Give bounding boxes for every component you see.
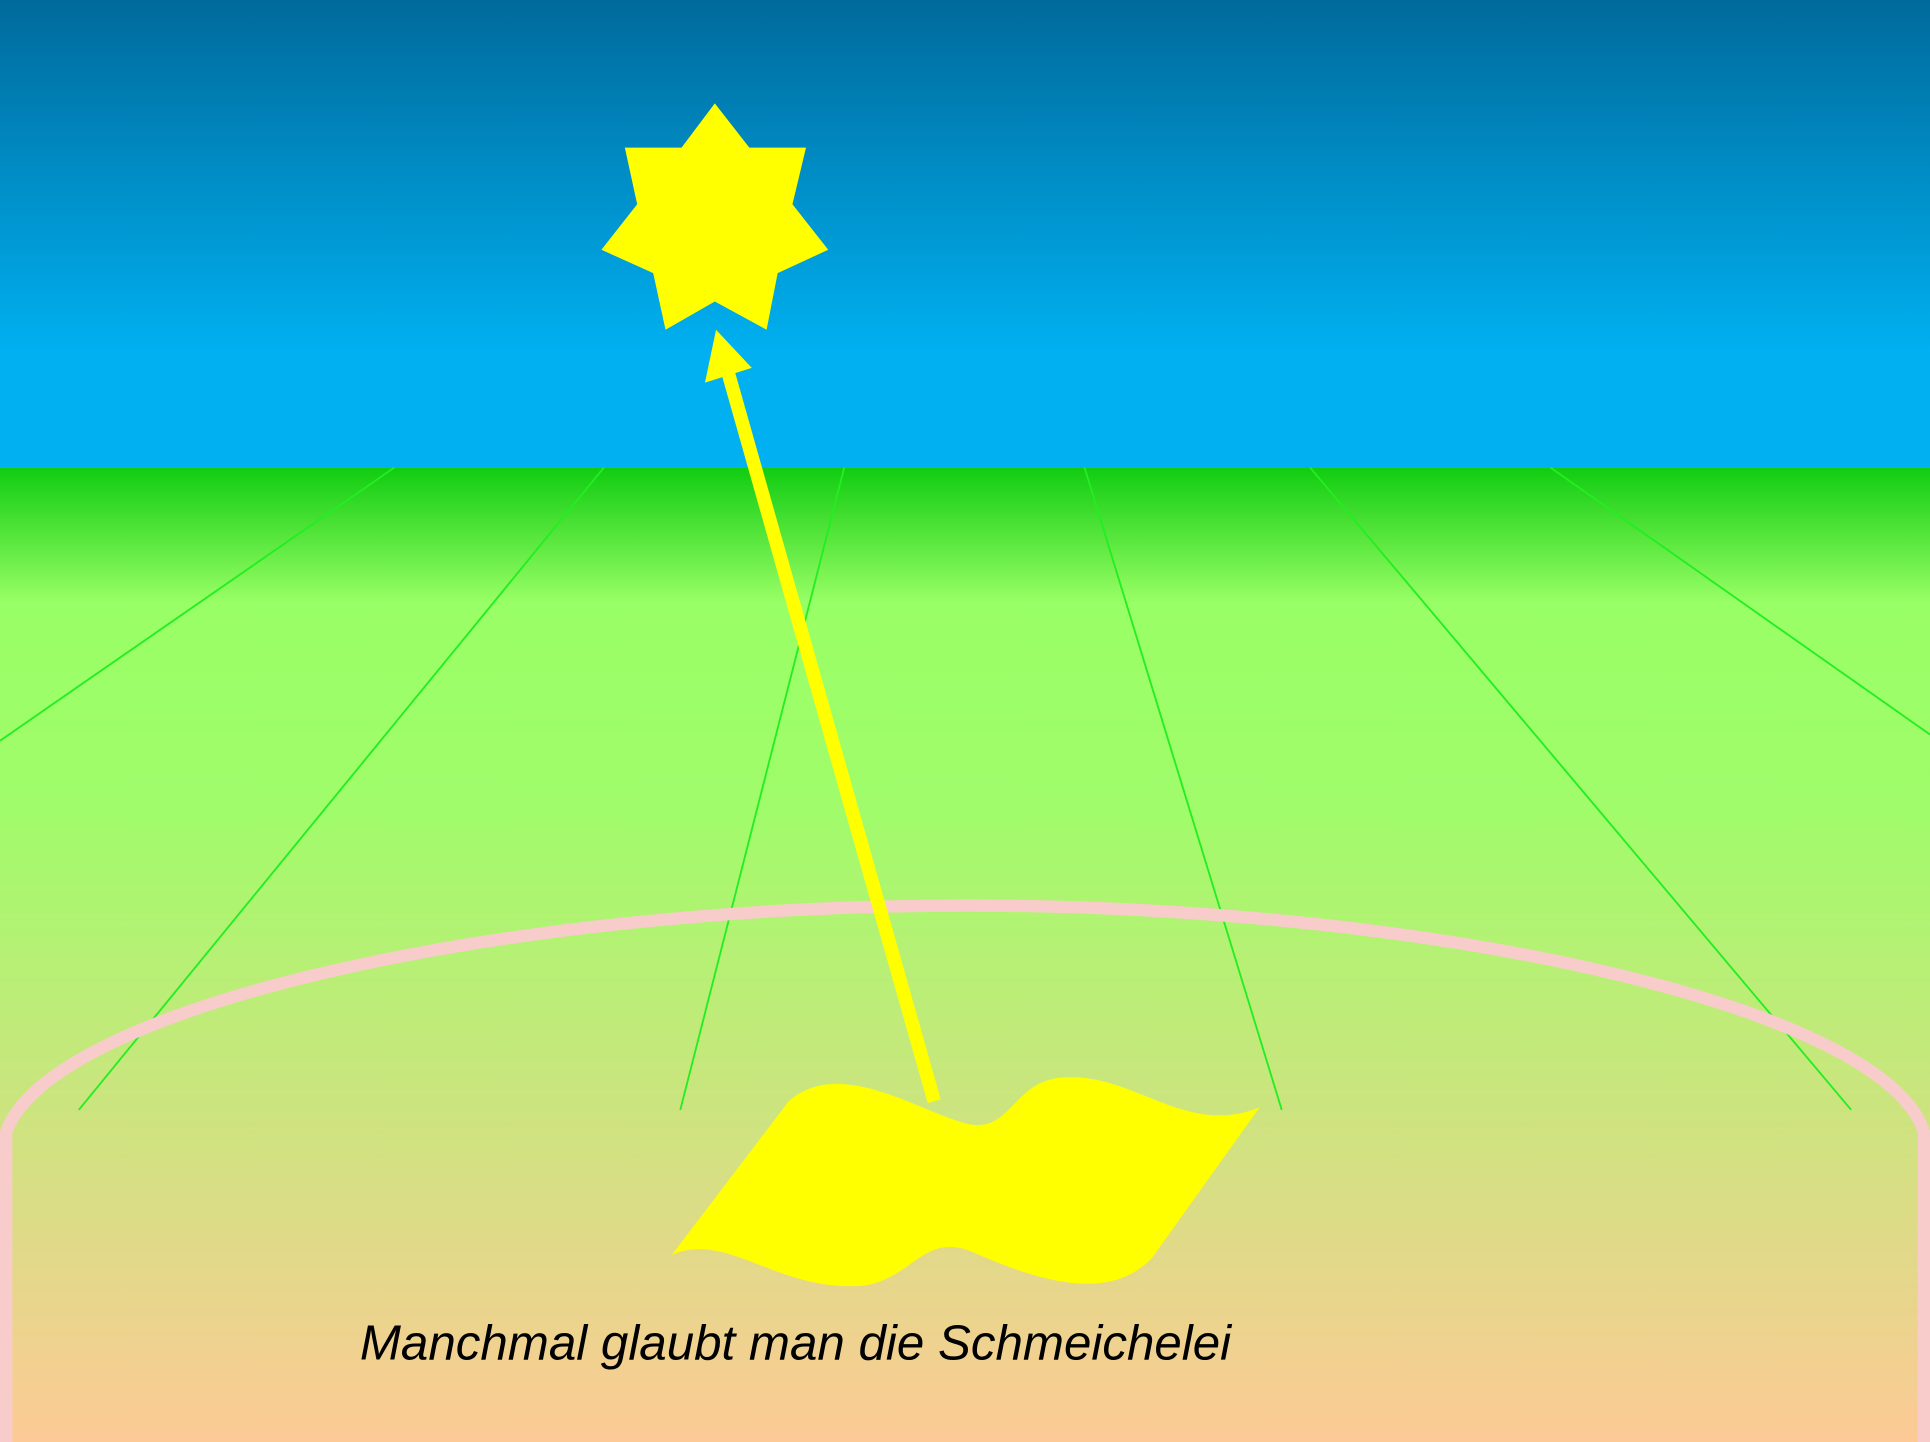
ground xyxy=(0,468,1930,1442)
caption: Manchmal glaubt man die Schmeichelei xyxy=(360,1316,1233,1371)
page: Manchmal glaubt man die Schmeichelei (()… xyxy=(0,0,1930,1442)
sky xyxy=(0,0,1930,468)
scene: Manchmal glaubt man die Schmeichelei xyxy=(0,0,1930,1442)
